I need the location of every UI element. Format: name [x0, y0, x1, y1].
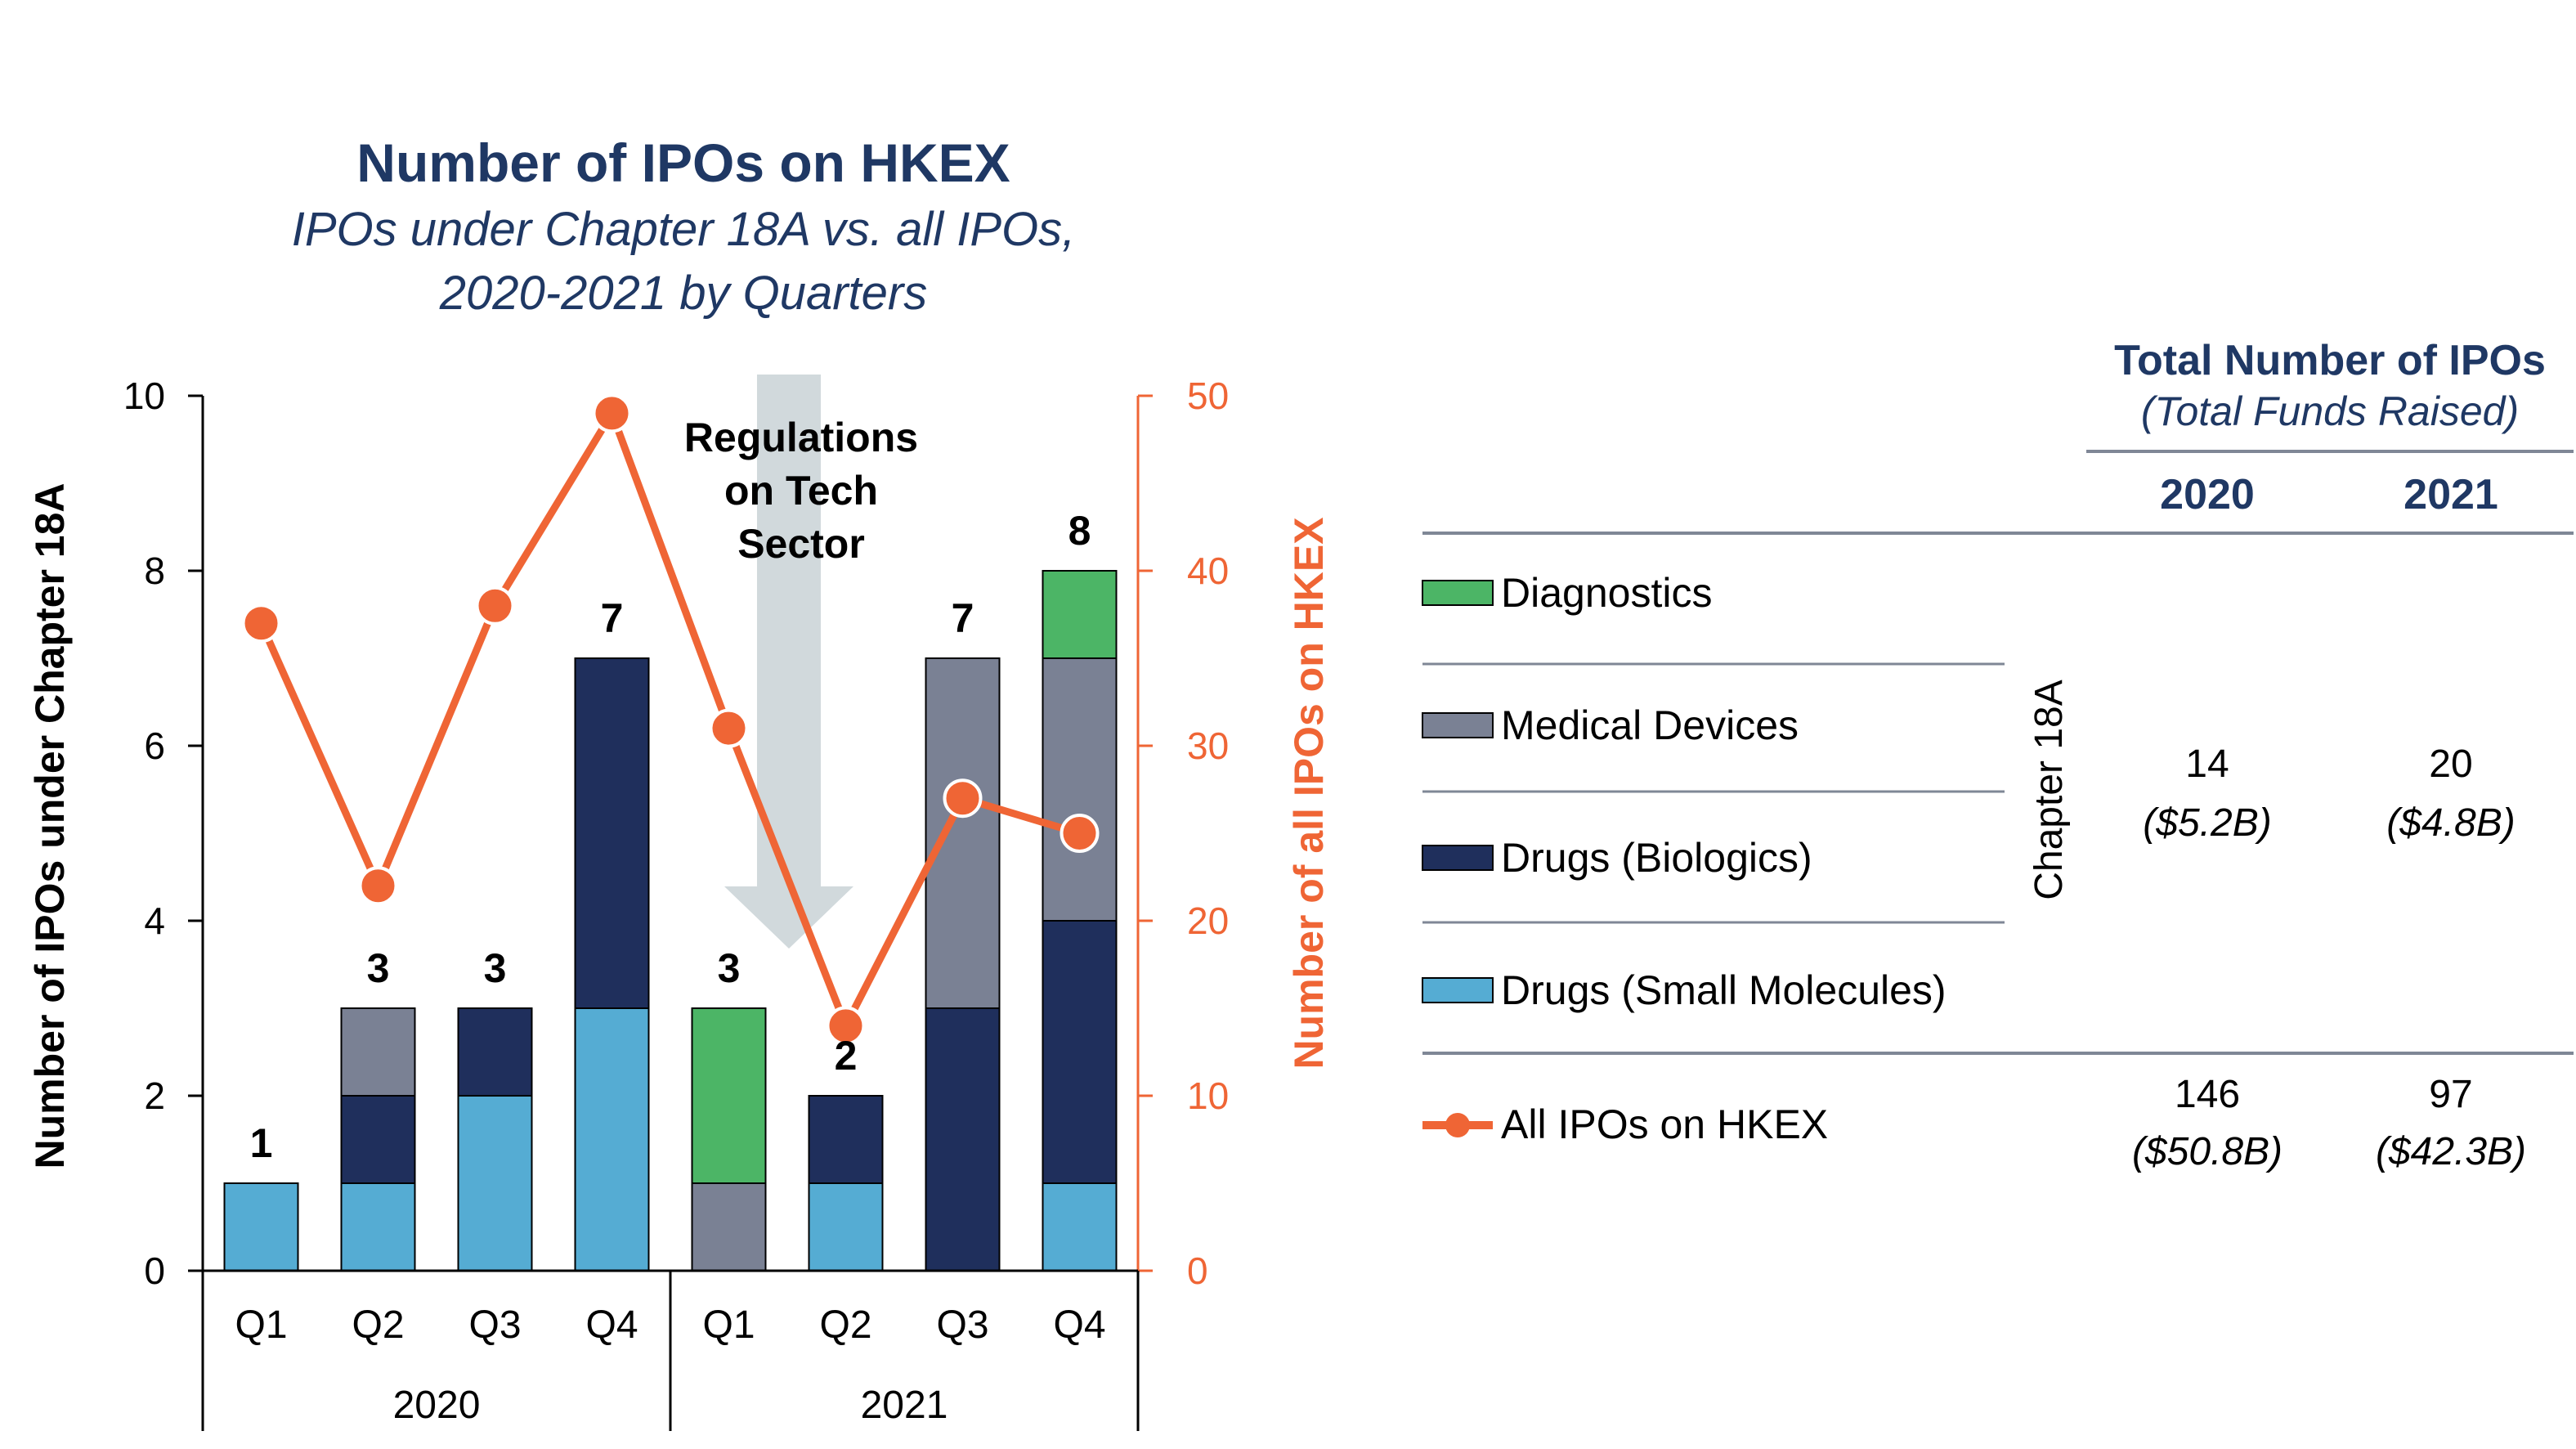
legend-marker-all-ipos [1445, 1113, 1470, 1137]
y-tick-label: 2 [144, 1074, 165, 1117]
legend-diagnostics: Diagnostics [1501, 570, 1712, 616]
y-tick-label: 6 [144, 724, 165, 767]
annotation-line-3: Sector [737, 521, 865, 567]
annotation-line-2: on Tech [724, 468, 878, 514]
x-group-label: 2021 [861, 1384, 948, 1427]
legend-swatch-drugs-small-molecules [1422, 977, 1494, 1003]
legend-swatch-drugs-biologics [1422, 845, 1494, 871]
bar-segment-drugs-small-molecules-7 [1042, 1182, 1118, 1272]
bar-segment-diagnostics-4 [691, 1007, 767, 1184]
x-tick-label: Q1 [702, 1303, 755, 1347]
x-tick-label: Q3 [468, 1303, 521, 1347]
chart-title: Number of IPOs on HKEX [356, 132, 1010, 193]
summary-table: Total Number of IPOs (Total Funds Raised… [1422, 337, 2574, 1173]
all-ipos-point [241, 603, 281, 644]
bar-total-label: 8 [1068, 508, 1091, 554]
y-tick-label: 4 [144, 899, 165, 942]
bar-segment-medical-devices-1 [340, 1007, 416, 1097]
axes-layer: 0 2 4 6 8 10 0 10 20 30 40 50 Q1 Q2 Q3 Q4 Q1 Q2 Q3 Q4 2020 20… [123, 375, 1229, 1431]
all-ipos-point [943, 778, 983, 819]
chapter18a-funds-2021: ($4.8B) [2386, 801, 2515, 845]
all-ipos-point [592, 393, 632, 433]
bar-segment-drugs-biologics-2 [457, 1007, 533, 1097]
y2-tick-label: 50 [1187, 375, 1229, 417]
all-ipos-point [358, 866, 398, 906]
bar-segment-drugs-biologics-3 [574, 657, 650, 1009]
y2-tick-label: 20 [1187, 899, 1229, 942]
all-ipos-funds-2021: ($42.3B) [2376, 1130, 2526, 1173]
bar-segment-drugs-small-molecules-3 [574, 1007, 650, 1272]
bar-segment-drugs-small-molecules-2 [457, 1095, 533, 1272]
y-tick-label: 8 [144, 550, 165, 592]
all-ipos-funds-2020: ($50.8B) [2132, 1130, 2283, 1173]
legend-all-ipos: All IPOs on HKEX [1501, 1101, 1828, 1147]
y-axis-title: Number of IPOs under Chapter 18A [27, 482, 73, 1169]
bar-total-label: 3 [367, 945, 390, 991]
bar-segment-medical-devices-4 [691, 1182, 767, 1272]
all-ipos-point [475, 585, 515, 626]
x-tick-label: Q2 [352, 1303, 404, 1347]
line-layer [241, 393, 1100, 1046]
labels-layer: 1 3 3 7 3 2 7 8 [250, 508, 1091, 1166]
y2-tick-label: 0 [1187, 1249, 1208, 1292]
x-tick-label: Q4 [1053, 1303, 1105, 1347]
all-ipos-count-2020: 146 [2175, 1073, 2240, 1116]
bar-total-label: 7 [952, 595, 974, 641]
bar-total-label: 1 [250, 1120, 273, 1166]
y-tick-label: 0 [144, 1249, 165, 1292]
x-group-label: 2020 [393, 1384, 481, 1427]
bar-segment-drugs-biologics-1 [340, 1095, 416, 1184]
bar-segment-drugs-small-molecules-1 [340, 1182, 416, 1272]
bar-segment-drugs-biologics-6 [925, 1007, 1001, 1272]
y2-tick-label: 40 [1187, 550, 1229, 592]
chapter18a-count-2020: 14 [2185, 742, 2229, 786]
bar-segment-drugs-biologics-7 [1042, 920, 1118, 1184]
x-tick-label: Q1 [235, 1303, 287, 1347]
chapter-18a-label: Chapter 18A [2027, 680, 2071, 900]
chapter18a-funds-2020: ($5.2B) [2143, 801, 2271, 845]
bar-segment-drugs-small-molecules-5 [808, 1182, 884, 1272]
all-ipos-line [258, 409, 1081, 1030]
all-ipos-point [709, 708, 749, 748]
legend-swatch-medical-devices [1422, 712, 1494, 738]
bar-total-label: 3 [484, 945, 507, 991]
y-tick-label: 10 [123, 375, 165, 417]
bar-total-label: 2 [835, 1033, 858, 1079]
legend-medical-devices: Medical Devices [1501, 702, 1799, 748]
legend-drugs-small-molecules: Drugs (Small Molecules) [1501, 967, 1947, 1013]
all-ipos-point [1060, 814, 1100, 853]
chapter18a-count-2021: 20 [2429, 742, 2472, 786]
bars-layer [223, 570, 1118, 1272]
bar-segment-diagnostics-7 [1042, 570, 1118, 659]
bar-segment-medical-devices-6 [925, 657, 1001, 1009]
table-subheader: (Total Funds Raised) [2141, 388, 2519, 434]
legend-swatch-diagnostics [1422, 580, 1494, 606]
legend-drugs-biologics: Drugs (Biologics) [1501, 835, 1812, 881]
chart-subtitle-line-1: IPOs under Chapter 18A vs. all IPOs, [292, 203, 1076, 256]
y2-tick-label: 10 [1187, 1074, 1229, 1117]
table-header: Total Number of IPOs [2114, 337, 2546, 384]
year-header-2021: 2021 [2404, 471, 2498, 518]
x-tick-label: Q3 [936, 1303, 988, 1347]
x-tick-label: Q2 [819, 1303, 871, 1347]
y2-axis-title: Number of all IPOs on HKEX [1286, 517, 1332, 1069]
chart-subtitle-line-2: 2020-2021 by Quarters [439, 267, 927, 320]
bar-segment-medical-devices-7 [1042, 657, 1118, 922]
bar-segment-drugs-biologics-5 [808, 1095, 884, 1184]
x-tick-label: Q4 [585, 1303, 638, 1347]
all-ipos-point [826, 1006, 866, 1046]
y2-tick-label: 30 [1187, 724, 1229, 767]
bar-total-label: 3 [718, 945, 741, 991]
annotation-line-1: Regulations [684, 415, 918, 460]
all-ipos-count-2021: 97 [2429, 1073, 2472, 1116]
bar-total-label: 7 [601, 595, 624, 641]
regulation-arrow [724, 375, 853, 949]
bar-segment-drugs-small-molecules-0 [223, 1182, 299, 1272]
year-header-2020: 2020 [2160, 471, 2255, 518]
